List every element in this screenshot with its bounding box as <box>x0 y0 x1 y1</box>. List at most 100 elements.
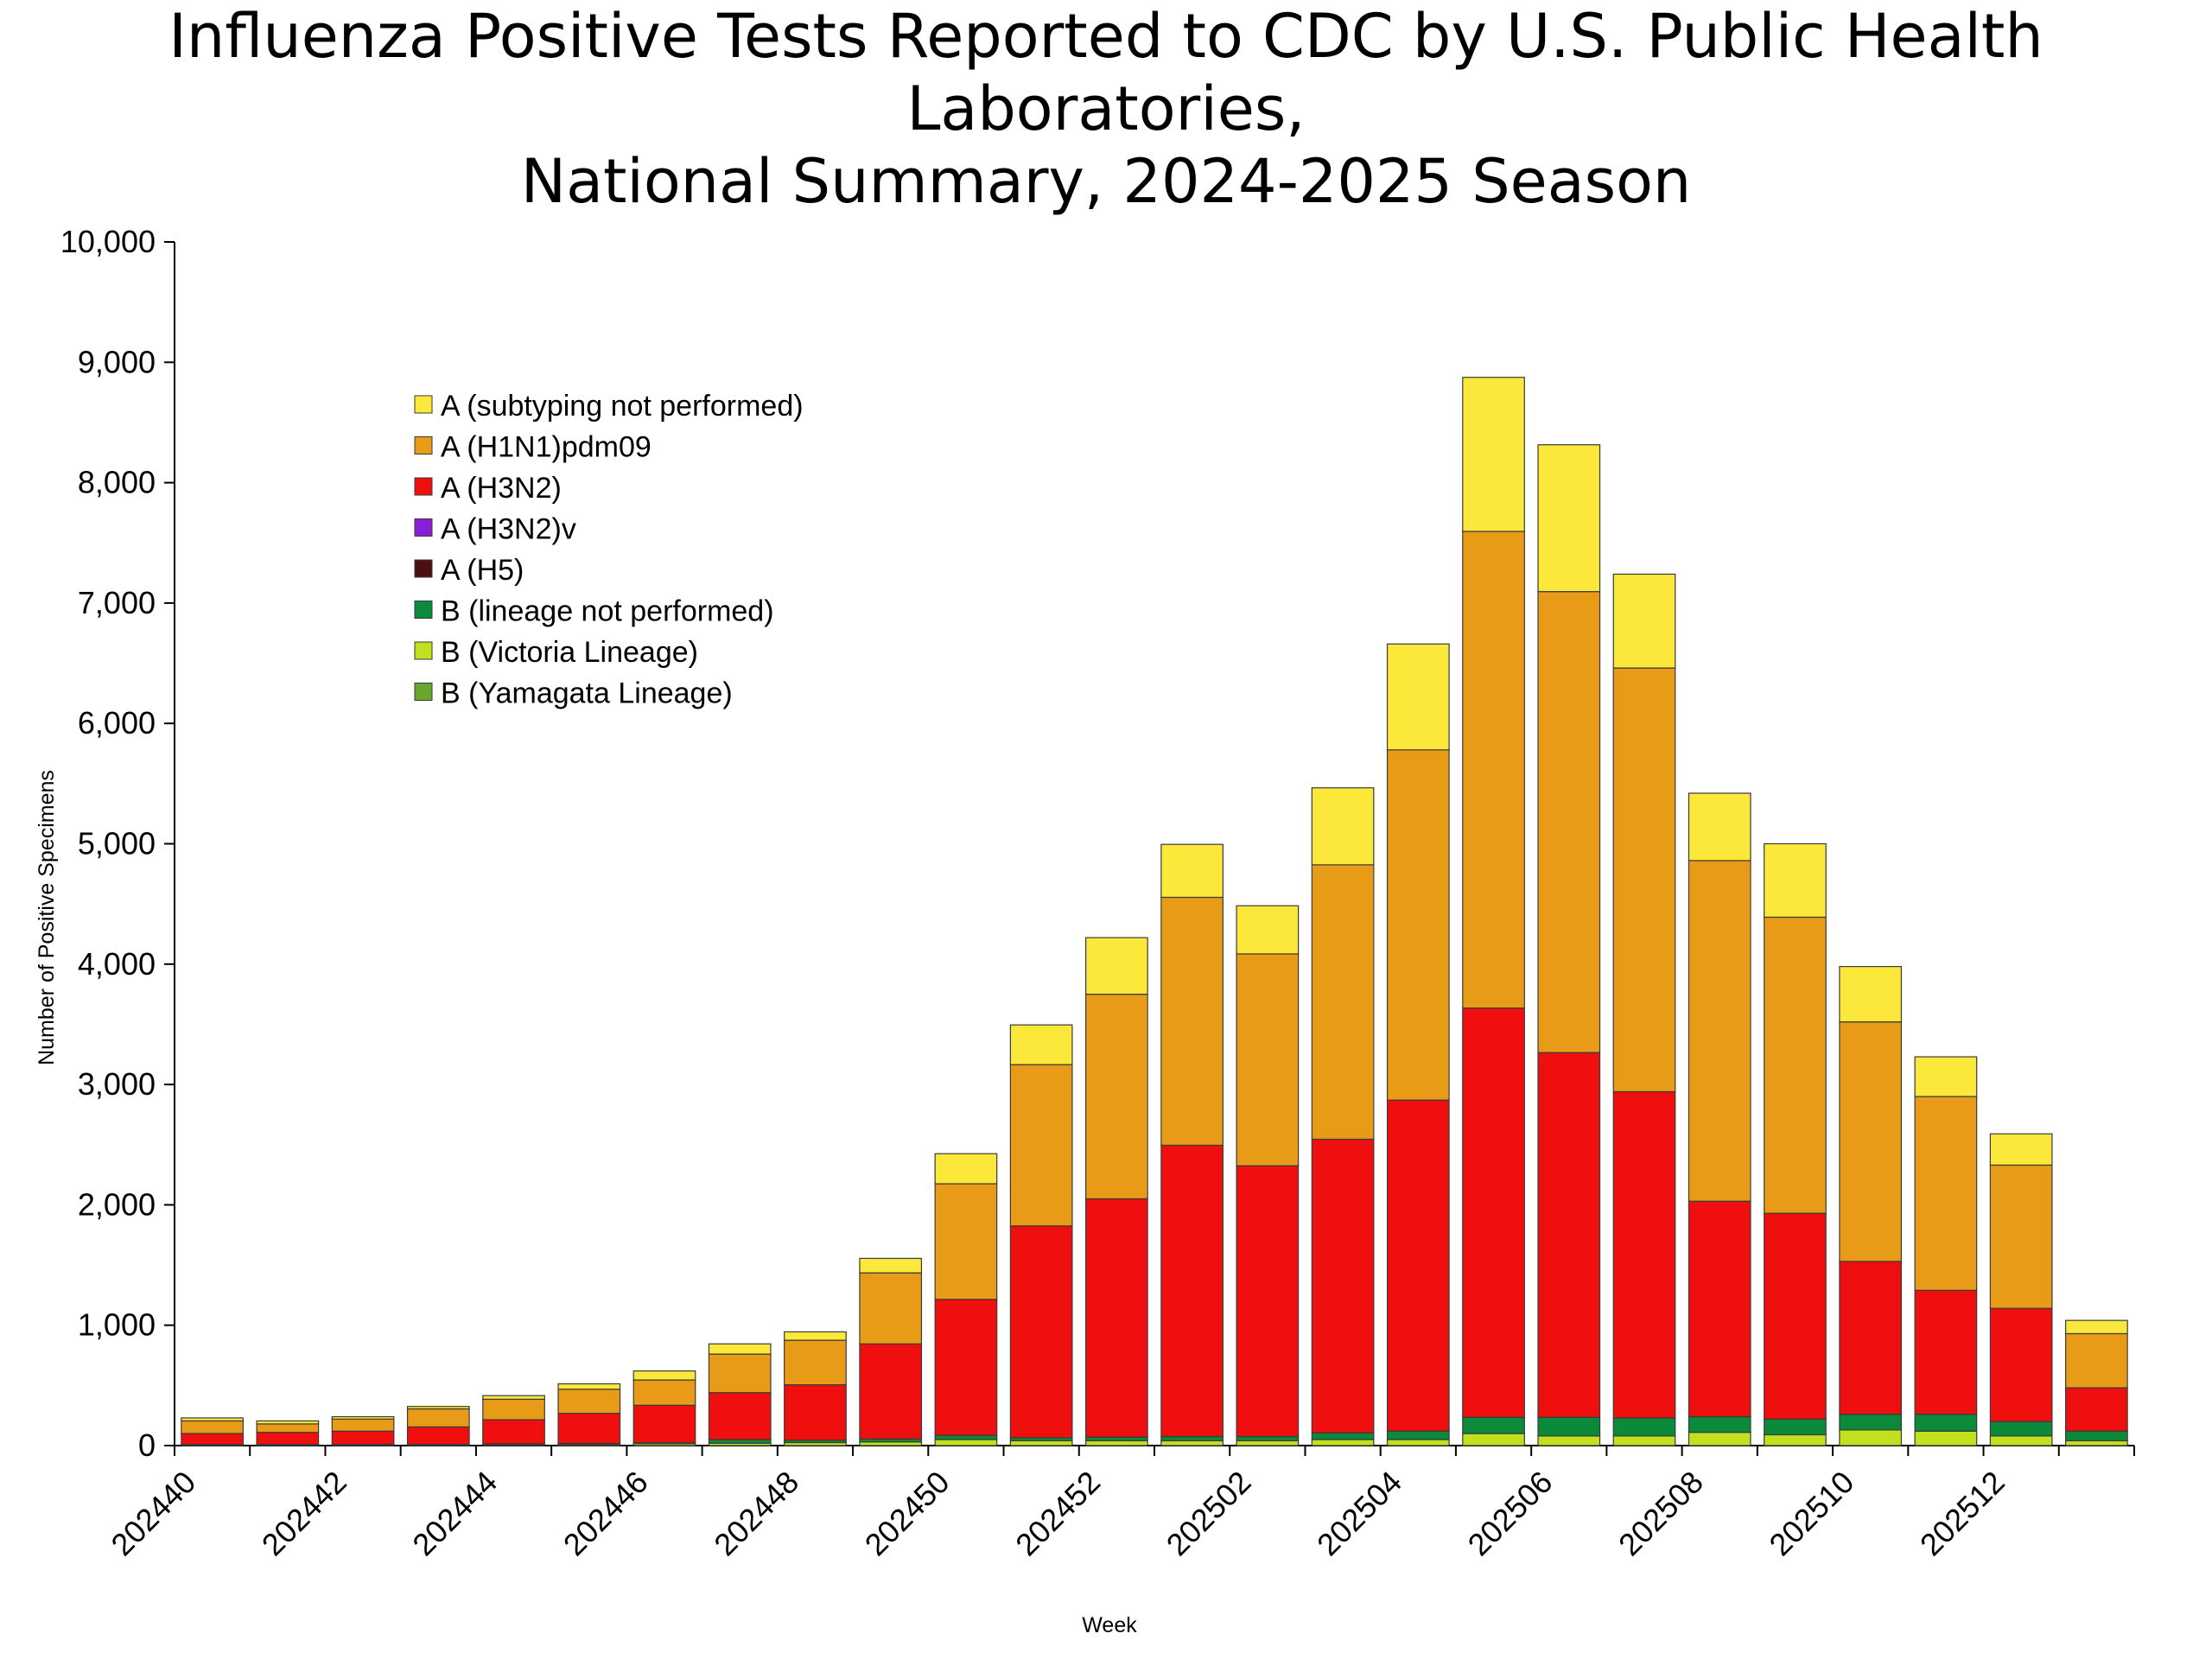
bar-segment <box>1989 1307 2053 1422</box>
bar-segment <box>708 1343 772 1355</box>
bar-segment <box>632 1379 696 1406</box>
bar-segment <box>482 1419 545 1445</box>
bar-segment <box>1764 1433 1827 1446</box>
y-tick-label: 1,000 <box>78 1307 156 1343</box>
bar-segment <box>1462 531 1525 1009</box>
x-tick-label: 202506 <box>1461 1464 1560 1562</box>
legend-label: A (H3N2)v <box>441 513 576 546</box>
y-tick-label: 3,000 <box>78 1066 156 1102</box>
bar-segment <box>784 1384 847 1441</box>
legend-label: A (H3N2) <box>441 472 562 505</box>
bar-segment <box>1612 573 1676 669</box>
bar-segment <box>1688 1432 1751 1446</box>
bar-segment <box>934 1434 998 1440</box>
bar-segment <box>1764 1418 1827 1436</box>
bar-segment <box>1989 1421 2053 1437</box>
bar-segment <box>1914 1056 1978 1097</box>
y-tick-label: 7,000 <box>78 585 156 620</box>
bar-segment <box>1839 1261 1903 1415</box>
bars-layer <box>181 377 2128 1446</box>
x-tick-label: 202448 <box>707 1464 805 1562</box>
bar-segment <box>1537 1416 1601 1437</box>
bar-segment <box>1160 1435 1224 1442</box>
bar-segment <box>406 1408 470 1428</box>
bar-segment <box>1839 965 1903 1023</box>
bar-segment <box>1764 842 1827 918</box>
bar-segment <box>934 1153 998 1185</box>
legend-swatch <box>414 559 433 578</box>
bar-segment <box>1612 1435 1676 1446</box>
bar-segment <box>1688 860 1751 1202</box>
bar-segment <box>1764 916 1827 1214</box>
x-tick-label: 202452 <box>1008 1464 1107 1562</box>
bar-segment <box>1612 1090 1676 1419</box>
bar-segment <box>708 1392 772 1440</box>
legend-label: B (Victoria Lineage) <box>441 636 698 669</box>
chart-title: Influenza Positive Tests Reported to CDC… <box>0 0 2212 218</box>
bar-segment <box>859 1441 923 1446</box>
bar-segment <box>1386 1439 1450 1446</box>
bar-segment <box>331 1415 395 1420</box>
bar-segment <box>1236 953 1300 1166</box>
legend-label: A (H5) <box>441 554 524 587</box>
bar-segment <box>1688 1200 1751 1418</box>
x-tick-label: 202440 <box>104 1464 202 1562</box>
bar-segment <box>1311 864 1375 1141</box>
bar-segment <box>1839 1021 1903 1262</box>
bar-segment <box>331 1430 395 1446</box>
bar-segment <box>1236 1435 1300 1442</box>
bar-segment <box>1009 1064 1073 1227</box>
bar-segment <box>1085 1436 1148 1442</box>
bar-segment <box>2065 1387 2128 1432</box>
legend-label: B (Yamagata Lineage) <box>441 677 733 710</box>
y-tick-label: 9,000 <box>78 344 156 379</box>
chart-title-line-2: National Summary, 2024-2025 Season <box>520 146 1692 217</box>
bar-segment <box>1085 1440 1148 1446</box>
bar-segment <box>482 1398 545 1421</box>
legend-label: A (subtyping not performed) <box>441 390 804 423</box>
bar-segment <box>1009 1024 1073 1065</box>
bar-segment <box>1462 1416 1525 1434</box>
bar-segment <box>1085 1198 1148 1438</box>
y-tick-label: 5,000 <box>78 826 156 861</box>
bar-segment <box>1009 1225 1073 1439</box>
bar-segment <box>1085 937 1148 995</box>
x-tick-label: 202504 <box>1310 1464 1408 1562</box>
y-tick-label: 4,000 <box>78 946 156 982</box>
bar-segment <box>784 1339 847 1386</box>
bar-segment <box>1989 1133 2053 1166</box>
bar-segment <box>1537 444 1601 593</box>
bar-segment <box>1386 749 1450 1101</box>
bar-segment <box>1612 1417 1676 1437</box>
legend-swatch <box>414 518 433 537</box>
bar-segment <box>1537 1435 1601 1446</box>
bar-segment <box>1914 1096 1978 1291</box>
bar-segment <box>1989 1435 2053 1446</box>
bar-segment <box>1914 1430 1978 1446</box>
bar-segment <box>181 1433 244 1446</box>
y-tick-label: 8,000 <box>78 465 156 500</box>
x-tick-label: 202444 <box>405 1464 504 1562</box>
bar-segment <box>1537 591 1601 1053</box>
bar-segment <box>632 1404 696 1444</box>
bar-segment <box>934 1299 998 1436</box>
x-tick-label: 202446 <box>556 1464 655 1562</box>
bar-segment <box>1085 994 1148 1200</box>
bar-segment <box>1386 1430 1450 1440</box>
bar-segment <box>557 1382 621 1390</box>
bar-segment <box>1537 1052 1601 1418</box>
bar-segment <box>1236 1440 1300 1446</box>
bar-segment <box>1688 792 1751 861</box>
bar-segment <box>1462 1007 1525 1418</box>
legend-swatch <box>414 641 433 660</box>
bar-segment <box>1236 905 1300 955</box>
bar-segment <box>859 1257 923 1274</box>
bar-segment <box>1386 643 1450 751</box>
legend-label: A (H1N1)pdm09 <box>441 431 652 464</box>
legend-swatch <box>414 477 433 496</box>
bar-segment <box>1914 1289 1978 1415</box>
bar-segment <box>859 1343 923 1440</box>
bar-segment <box>1311 1439 1375 1446</box>
bar-segment <box>1311 1138 1375 1433</box>
